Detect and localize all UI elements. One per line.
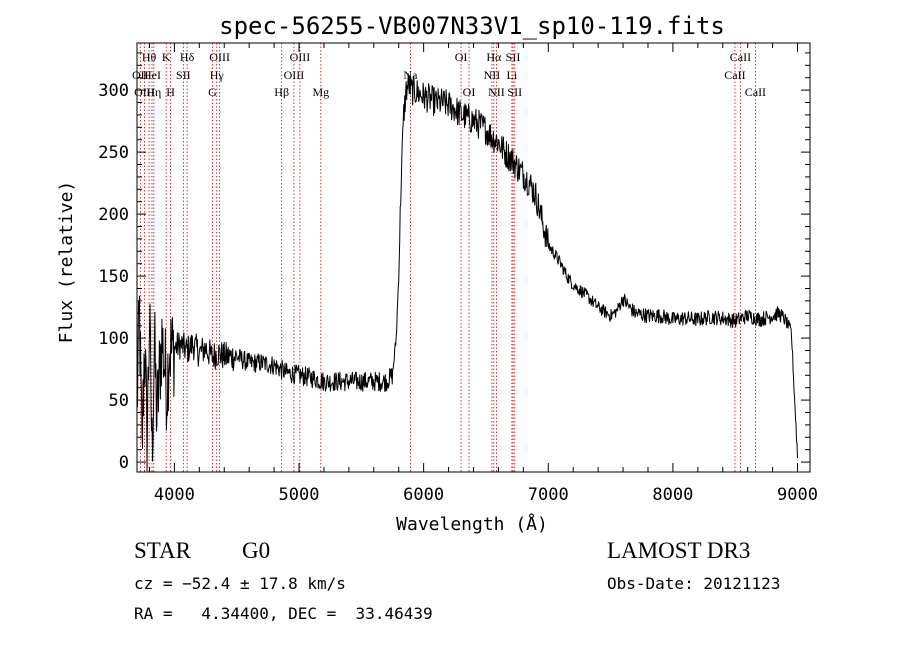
spectral-line-label: CaII (745, 85, 766, 99)
y-axis-label: Flux (relative) (56, 181, 77, 344)
redshift-cz: cz = −52.4 ± 17.8 km/s (134, 574, 346, 593)
y-tick-label: 200 (98, 205, 129, 225)
spectral-line-label: Hβ (274, 85, 289, 99)
y-tick-label: 50 (109, 391, 129, 411)
y-tick-label: 100 (98, 329, 129, 349)
spectral-line-label: OI (455, 50, 468, 64)
spectral-line-label: OIII (284, 68, 305, 82)
chart-title: spec-56255-VB007N33V1_sp10-119.fits (219, 12, 725, 40)
spectral-line-label: Hθ (142, 50, 157, 64)
spectral-line-label: OIII (290, 50, 311, 64)
spectral-line-label: Hα (486, 50, 502, 64)
spectral-line-label: HeI (143, 68, 161, 82)
spectral-line-label: NII (488, 85, 505, 99)
spectral-line-label: Li (507, 68, 518, 82)
spectral-line-label: K (162, 50, 171, 64)
spectral-line-label: OIII (134, 85, 155, 99)
x-tick-label: 4000 (154, 485, 195, 505)
y-tick-label: 0 (119, 453, 129, 473)
x-axis-label: Wavelength (Å) (396, 513, 548, 535)
spectral-line-label: SII (507, 85, 522, 99)
x-tick-label: 9000 (777, 485, 818, 505)
y-tick-label: 150 (98, 267, 129, 287)
spectral-line-label: CaII (730, 50, 751, 64)
y-tick-label: 300 (98, 81, 129, 101)
spectral-line-label: OI (463, 85, 476, 99)
spectral-line-label: CaII (724, 68, 745, 82)
spectral-line-label: Hδ (180, 50, 195, 64)
spectral-line-label: Na (403, 68, 418, 82)
spectrum-series (136, 73, 798, 472)
survey-name: LAMOST DR3 (607, 538, 751, 563)
spectral-line-label: SII (176, 68, 191, 82)
object-subclass: G0 (242, 538, 271, 563)
spectral-line-label: OIII (209, 50, 230, 64)
object-class: STAR (134, 538, 191, 563)
obs-date: Obs-Date: 20121123 (607, 574, 781, 593)
plot-frame (136, 42, 811, 473)
spectral-line-label: H (166, 85, 175, 99)
spectral-line-label: Mg (312, 85, 329, 99)
spectral-line-label: Hγ (210, 68, 225, 82)
y-tick-label: 250 (98, 143, 129, 163)
spectrum-line (136, 73, 798, 472)
spectral-line-label: G (208, 85, 217, 99)
spectral-line-label: SII (506, 50, 521, 64)
x-tick-label: 8000 (652, 485, 693, 505)
x-tick-label: 5000 (279, 485, 320, 505)
x-tick-label: 6000 (403, 485, 444, 505)
coordinates: RA = 4.34400, DEC = 33.46439 (134, 604, 433, 623)
x-tick-label: 7000 (528, 485, 569, 505)
plot-axes: 4000 5000 6000 7000 8000 9000 0 50 100 150 200 250 3… (98, 42, 818, 505)
spectral-line-label: Hη (146, 85, 161, 99)
spectral-line-label: NII (484, 68, 501, 82)
